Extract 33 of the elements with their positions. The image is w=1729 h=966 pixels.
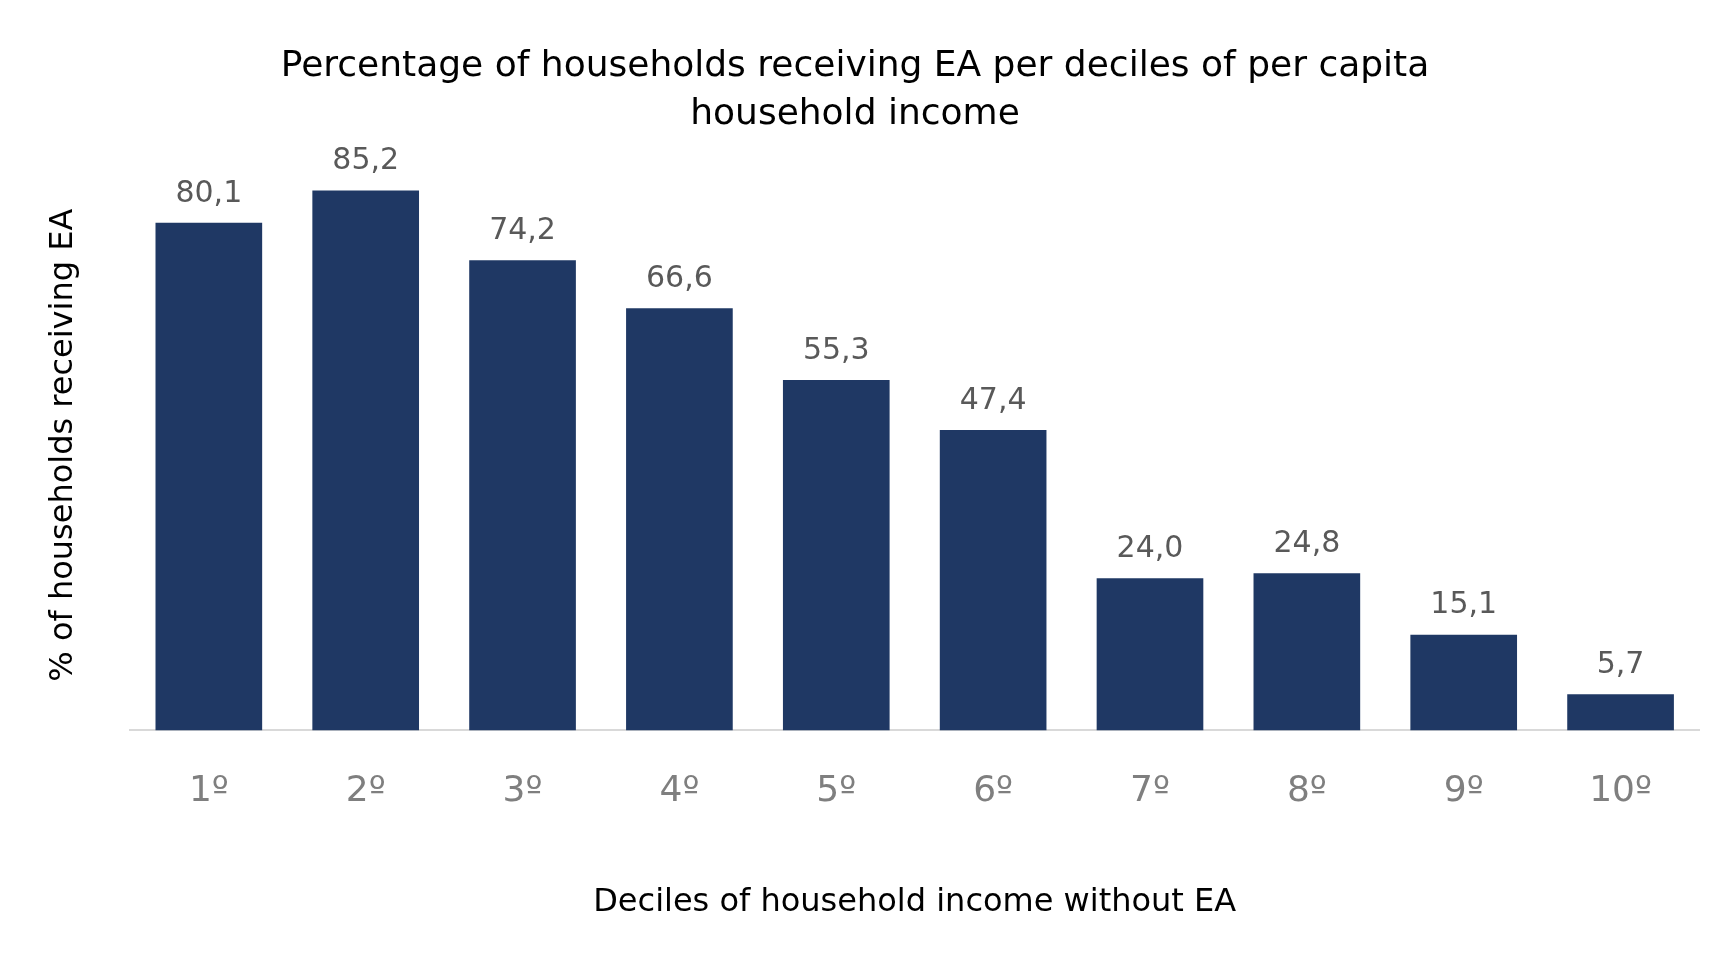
data-label: 24,0 [1116, 529, 1184, 565]
y-axis-title: % of households receiving EA [41, 208, 80, 682]
x-tick-label: 6º [973, 768, 1014, 810]
x-tick-label: 2º [345, 768, 386, 810]
x-tick-label: 1º [188, 768, 229, 810]
data-label: 66,6 [646, 259, 713, 295]
data-label: 80,1 [175, 173, 243, 209]
x-tick-label: 10º [1589, 768, 1652, 810]
bar [939, 429, 1047, 731]
data-label: 15,1 [1430, 585, 1498, 621]
x-tick-label: 8º [1286, 768, 1327, 810]
data-label: 5,7 [1596, 645, 1645, 681]
data-label: 74,2 [489, 210, 556, 246]
bar [1567, 694, 1674, 731]
x-tick-label: 7º [1130, 768, 1170, 810]
data-label: 55,3 [802, 330, 870, 366]
x-tick-label: 4º [659, 768, 700, 810]
chart-title: Percentage of households receiving EA per deciles of per capita household income [279, 42, 1431, 134]
x-tick-label: 3º [502, 768, 543, 810]
x-tick-label: 5º [816, 768, 857, 810]
x-axis-title: Deciles of household income without EA [593, 881, 1237, 920]
bar [626, 308, 733, 731]
bar [312, 190, 420, 731]
bar [155, 222, 263, 731]
bar [782, 379, 890, 731]
x-tick-label: 9º [1443, 768, 1484, 810]
bar [1410, 634, 1518, 731]
bar [469, 260, 576, 731]
bar [1096, 578, 1204, 731]
data-label: 85,2 [332, 141, 400, 177]
data-label: 24,8 [1273, 524, 1341, 560]
bar [1253, 573, 1361, 731]
data-label: 47,4 [959, 380, 1027, 416]
